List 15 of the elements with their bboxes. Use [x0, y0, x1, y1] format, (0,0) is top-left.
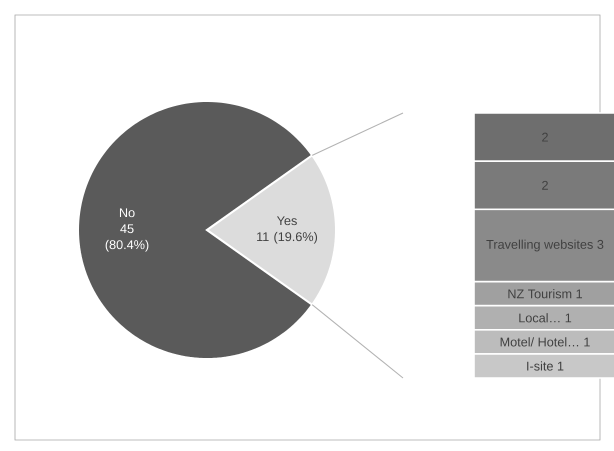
- slice-label: Yes: [276, 216, 297, 226]
- series-label: NZ Tourism: [508, 289, 572, 298]
- data-label: 45 (80.4%): [106, 224, 148, 252]
- data-label: 3: [597, 240, 604, 249]
- series-label: Local…: [519, 313, 560, 322]
- data-label: 1: [558, 362, 564, 370]
- data-label: 11 (19.6%): [257, 232, 318, 244]
- series-label: Motel/ Hotel…: [500, 337, 578, 347]
- data-label: 2: [542, 180, 548, 190]
- series-label: I-site: [527, 361, 553, 371]
- data-label: 1: [566, 314, 572, 322]
- slice-label: No: [120, 208, 135, 218]
- series-label: Travelling websites: [486, 240, 593, 252]
- data-label: 1: [576, 289, 582, 298]
- data-label: 1: [584, 338, 590, 346]
